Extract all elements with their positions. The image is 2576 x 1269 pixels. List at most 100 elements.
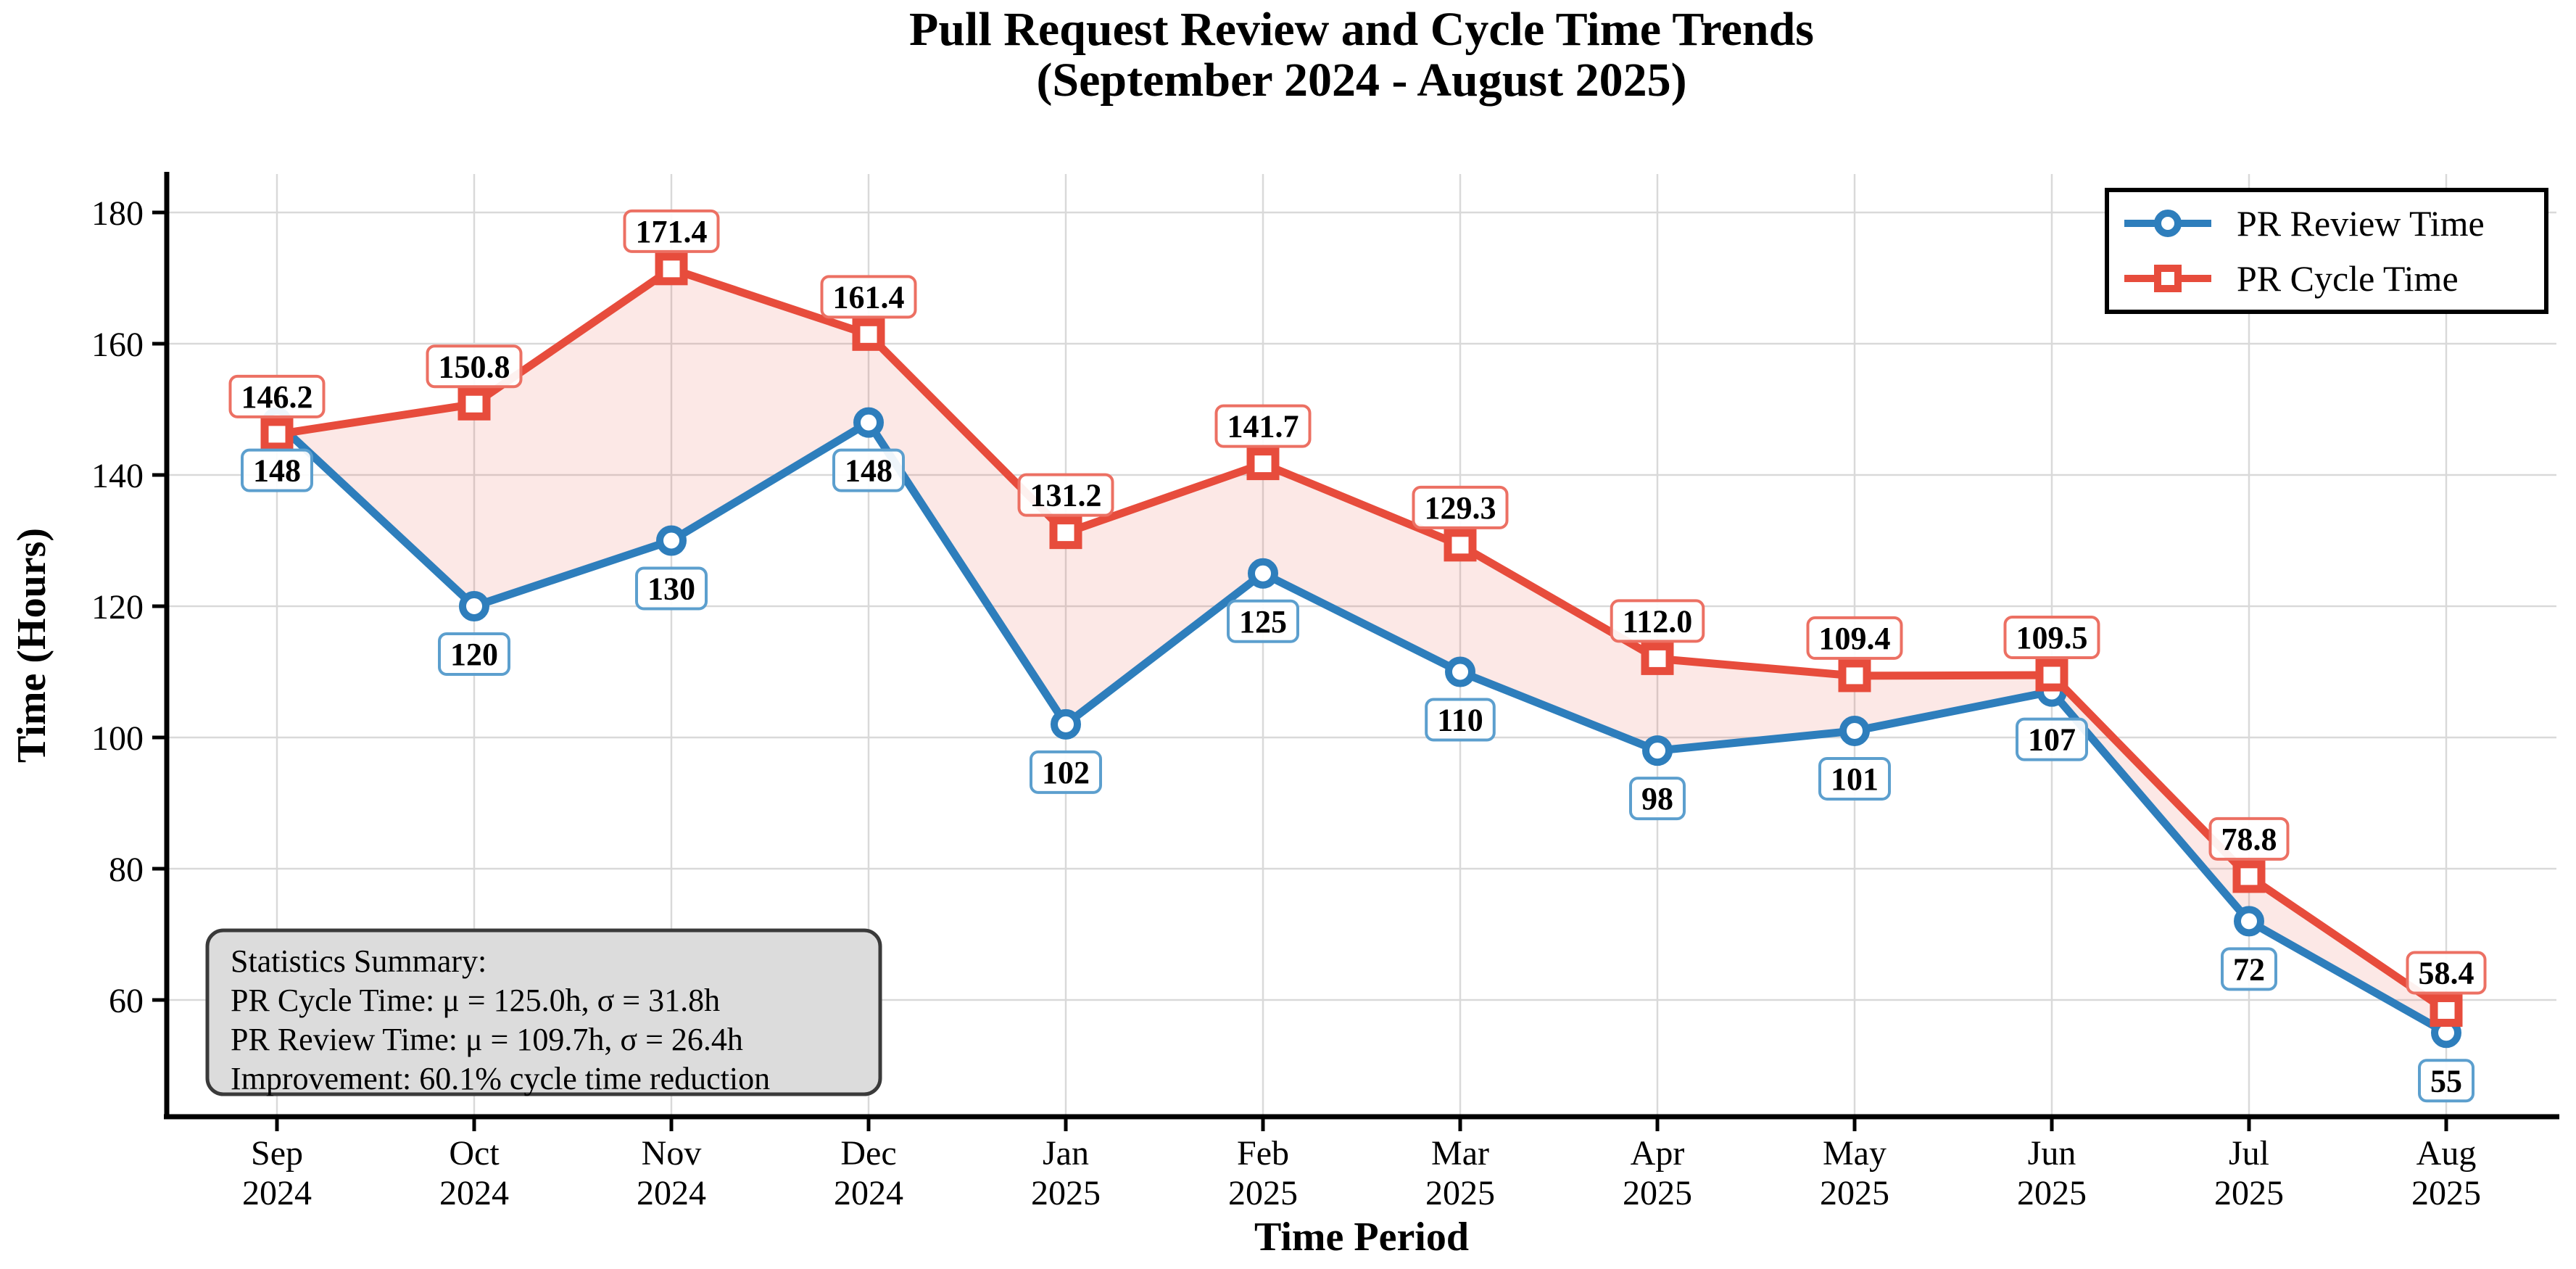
pr-cycle-time-marker bbox=[1838, 659, 1871, 693]
pr-review-time-marker bbox=[2234, 906, 2264, 937]
data-label-box bbox=[438, 632, 510, 676]
x-tick-month-label: Nov bbox=[642, 1134, 702, 1173]
data-label-review: 148 bbox=[832, 448, 905, 492]
x-tick-month-label: May bbox=[1823, 1134, 1887, 1173]
data-label-text: 112.0 bbox=[1623, 603, 1693, 639]
pr-review-time-marker bbox=[1051, 708, 1081, 740]
data-label-text: 146.2 bbox=[241, 379, 313, 415]
data-label-text: 107 bbox=[2028, 722, 2076, 758]
data-label-box bbox=[2003, 616, 2100, 660]
x-tick-year-label: 2025 bbox=[2411, 1174, 2481, 1212]
stats-box-frame bbox=[205, 928, 882, 1096]
data-label-box bbox=[1818, 756, 1891, 801]
pr-cycle-time-marker bbox=[852, 318, 885, 351]
pr-review-time-marker bbox=[1642, 735, 1673, 766]
legend-label-cycle: PR Cycle Time bbox=[2237, 258, 2459, 299]
y-tick-label: 100 bbox=[91, 719, 144, 758]
data-label-text: 55 bbox=[2430, 1063, 2462, 1099]
x-tick-year-label: 2025 bbox=[1228, 1174, 1298, 1212]
data-label-text: 58.4 bbox=[2419, 955, 2474, 991]
x-tick-year-label: 2024 bbox=[834, 1174, 903, 1212]
x-tick-month-label: Sep bbox=[251, 1134, 303, 1173]
x-tick-year-label: 2025 bbox=[1623, 1174, 1692, 1212]
data-label-text: 101 bbox=[1831, 761, 1879, 797]
data-label-cycle: 109.5 bbox=[2003, 616, 2100, 660]
data-label-review: 98 bbox=[1629, 777, 1686, 821]
data-label-text: 148 bbox=[253, 453, 301, 489]
data-label-cycle: 129.3 bbox=[1412, 485, 1509, 529]
square-marker-icon bbox=[2154, 265, 2182, 292]
x-tick-year-label: 2025 bbox=[1425, 1174, 1495, 1212]
pr-review-time-marker bbox=[1839, 715, 1870, 746]
pr-cycle-time-marker bbox=[1444, 529, 1477, 562]
x-tick-year-label: 2025 bbox=[1820, 1174, 1889, 1212]
x-tick-year-label: 2025 bbox=[2017, 1174, 2087, 1212]
data-label-review: 72 bbox=[2221, 947, 2277, 991]
x-tick-month-label: Jul bbox=[2229, 1134, 2269, 1173]
data-label-review: 101 bbox=[1818, 756, 1891, 801]
data-label-text: 131.2 bbox=[1030, 478, 1102, 513]
data-label-box bbox=[2221, 947, 2277, 991]
data-label-box bbox=[241, 448, 313, 492]
grid bbox=[167, 174, 2556, 1117]
data-label-review: 55 bbox=[2418, 1059, 2474, 1103]
y-tick-label: 120 bbox=[91, 588, 144, 627]
data-label-box bbox=[1425, 698, 1496, 742]
data-label-text: 125 bbox=[1239, 604, 1287, 640]
y-tick-label: 80 bbox=[109, 851, 144, 889]
stats-line: PR Cycle Time: μ = 125.0h, σ = 31.8h bbox=[231, 983, 720, 1018]
y-axis-label: Time (Hours) bbox=[9, 528, 54, 763]
x-tick-year-label: 2025 bbox=[2214, 1174, 2284, 1212]
data-label-review: 110 bbox=[1425, 698, 1496, 742]
data-label-box bbox=[1412, 485, 1509, 529]
x-tick-month-label: Oct bbox=[449, 1134, 500, 1173]
data-label-review: 148 bbox=[241, 448, 313, 492]
circle-marker-icon bbox=[2154, 210, 2182, 237]
pr-cycle-time-marker bbox=[457, 387, 491, 421]
data-label-box bbox=[1227, 599, 1299, 643]
chart-title-line-2: (September 2024 - August 2025) bbox=[1036, 54, 1686, 107]
data-label-text: 109.4 bbox=[1819, 621, 1891, 656]
data-label-text: 102 bbox=[1042, 755, 1090, 790]
data-label-box bbox=[2208, 817, 2290, 861]
data-label-box bbox=[1214, 404, 1312, 448]
data-label-review: 130 bbox=[635, 566, 708, 611]
x-tick-month-label: Mar bbox=[1431, 1134, 1489, 1173]
stats-line: Statistics Summary: bbox=[231, 943, 486, 979]
x-tick-month-label: Apr bbox=[1631, 1134, 1685, 1173]
stats-line: PR Review Time: μ = 109.7h, σ = 26.4h bbox=[231, 1022, 743, 1057]
data-label-text: 98 bbox=[1641, 781, 1673, 817]
data-label-text: 72 bbox=[2233, 951, 2265, 987]
data-label-text: 171.4 bbox=[636, 214, 708, 249]
data-label-review: 102 bbox=[1030, 750, 1102, 794]
data-label-box bbox=[1030, 750, 1102, 794]
pr-review-time-marker bbox=[1445, 656, 1475, 687]
data-label-box bbox=[623, 209, 720, 253]
x-tick-year-label: 2024 bbox=[242, 1174, 312, 1212]
pr-cycle-time-marker bbox=[2232, 860, 2266, 893]
x-tick-month-label: Jan bbox=[1043, 1134, 1089, 1173]
pr-cycle-time-marker bbox=[655, 252, 688, 286]
pr-cycle-time-marker bbox=[1246, 447, 1280, 481]
pr-cycle-time-marker bbox=[2430, 993, 2463, 1027]
data-label-cycle: 131.2 bbox=[1017, 473, 1114, 517]
area-fill bbox=[277, 268, 2446, 1033]
stats-line: Improvement: 60.1% cycle time reduction bbox=[231, 1061, 770, 1096]
x-tick-month-label: Aug bbox=[2416, 1134, 2477, 1173]
data-label-cycle: 112.0 bbox=[1610, 599, 1705, 643]
data-label-box bbox=[426, 344, 523, 389]
data-label-box bbox=[635, 566, 708, 611]
pr-cycle-time-marker bbox=[2035, 658, 2068, 692]
data-label-review: 107 bbox=[2016, 717, 2088, 761]
data-label-review: 120 bbox=[438, 632, 510, 676]
data-label-text: 130 bbox=[647, 571, 695, 607]
pr-cycle-time-marker bbox=[1049, 516, 1082, 550]
data-label-cycle: 146.2 bbox=[228, 374, 326, 418]
data-label-cycle: 78.8 bbox=[2208, 817, 2290, 861]
chart-title-line-1: Pull Request Review and Cycle Time Trend… bbox=[909, 3, 1814, 56]
pr-cycle-time-marker bbox=[1641, 642, 1674, 675]
x-tick-month-label: Feb bbox=[1237, 1134, 1289, 1173]
x-tick-year-label: 2024 bbox=[439, 1174, 509, 1212]
